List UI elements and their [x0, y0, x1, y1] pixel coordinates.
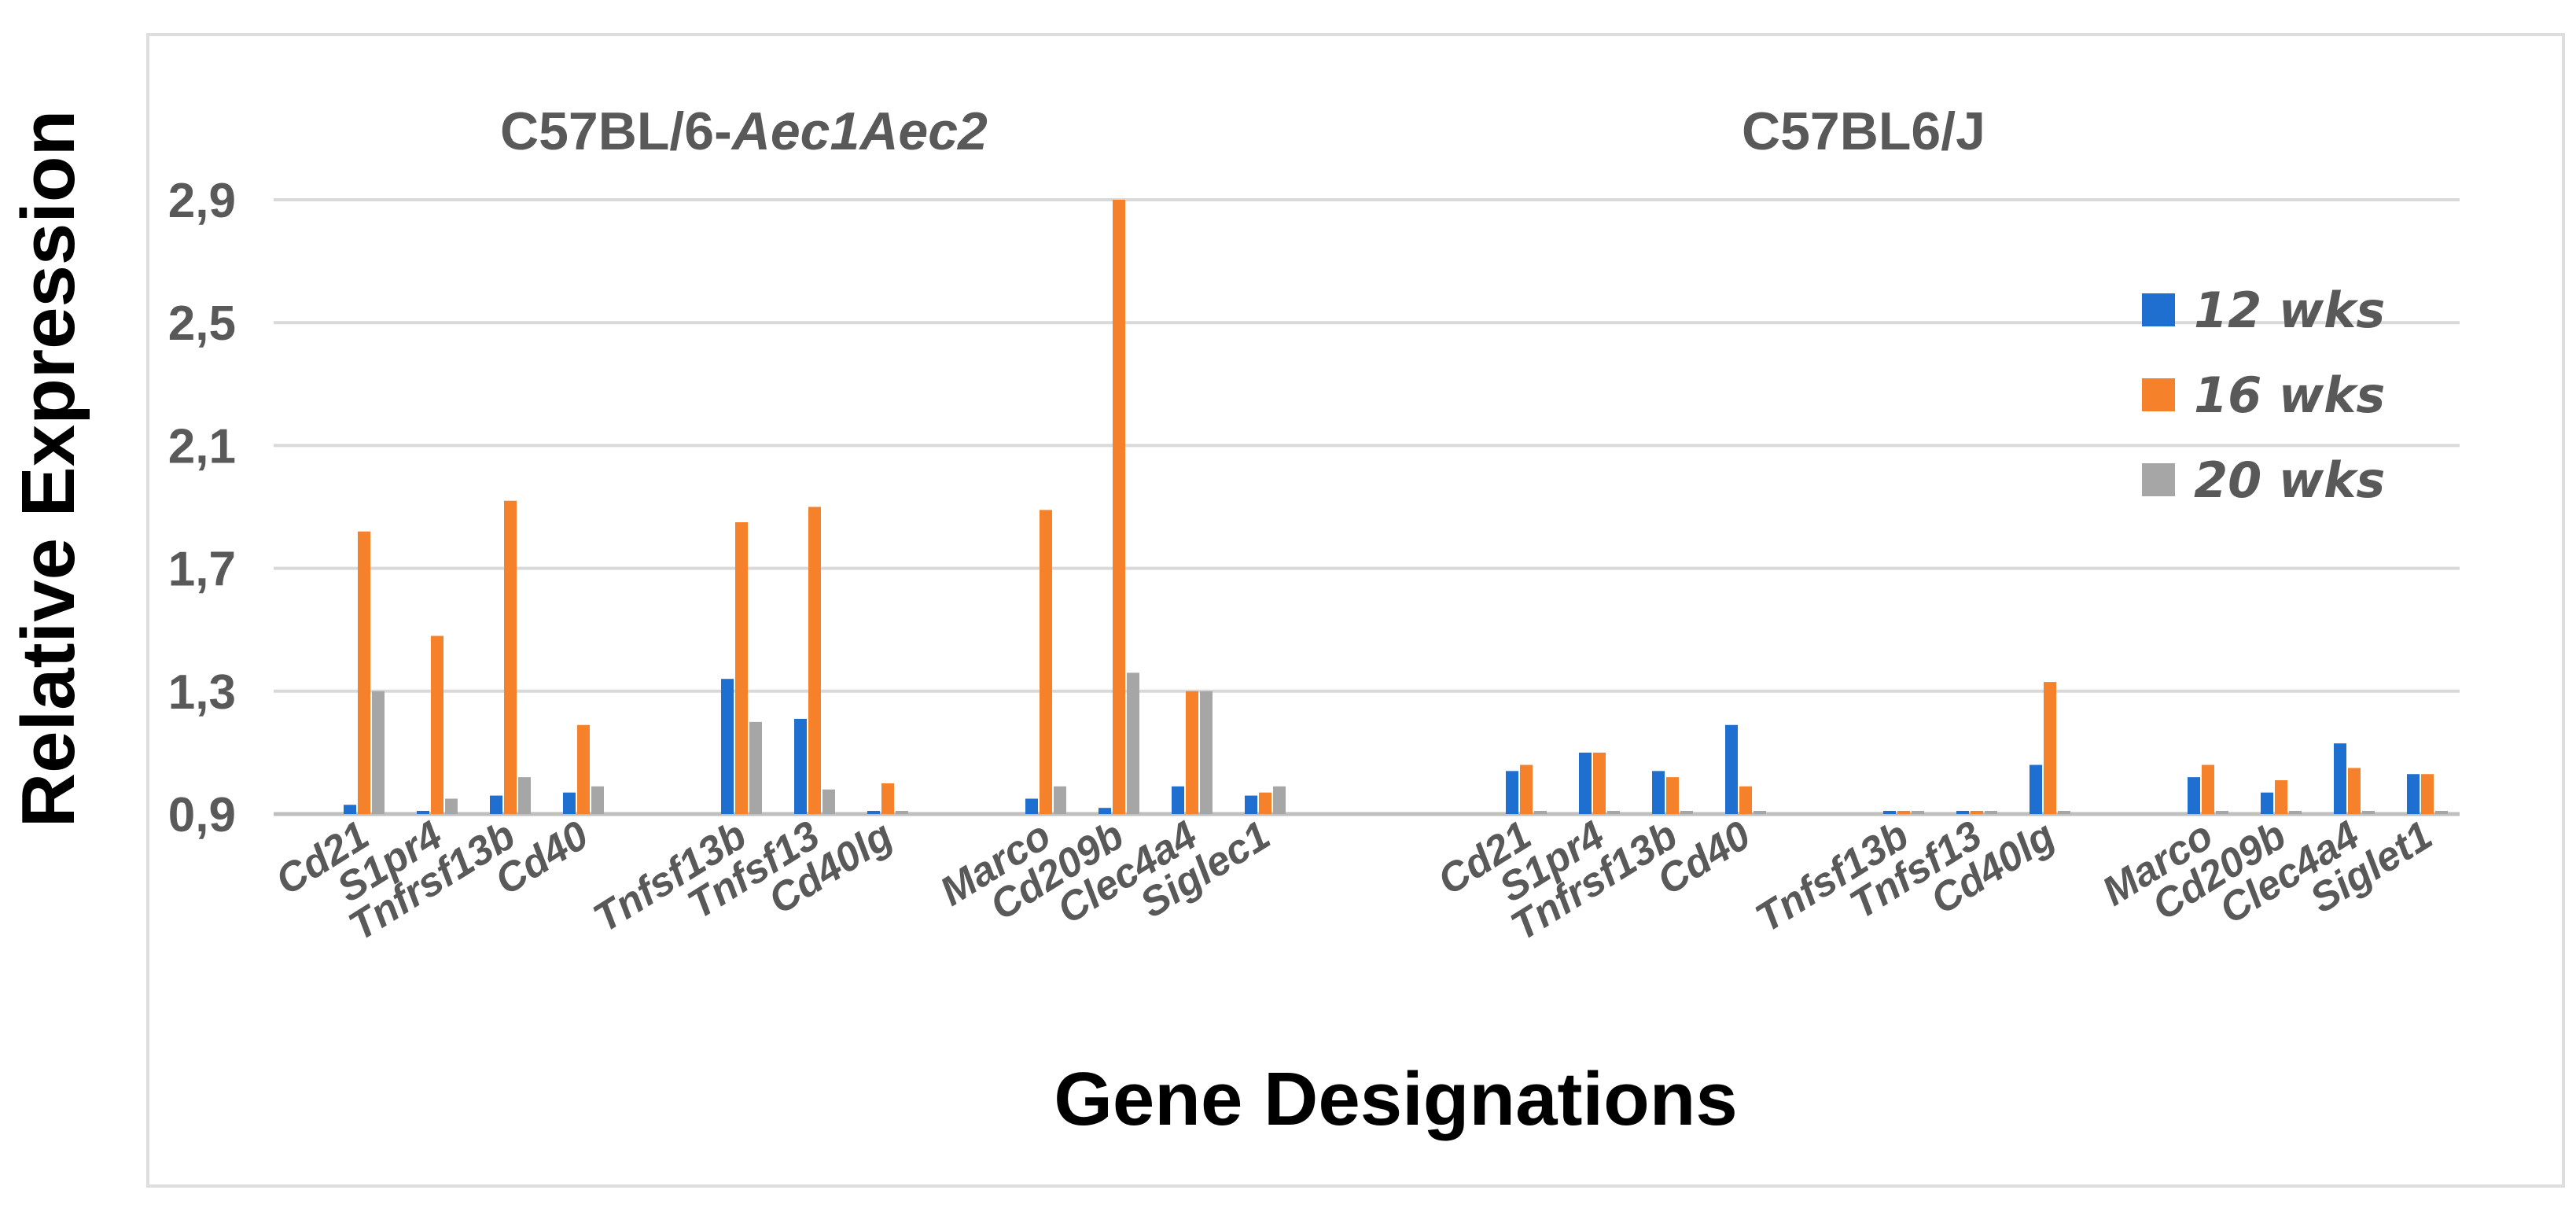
bar-cd40-20wks [1754, 811, 1766, 814]
bar-cd40lg-20wks [896, 811, 908, 814]
bar-marco-12wks [2188, 777, 2200, 814]
bar-marco-12wks [1025, 798, 1038, 814]
y-tick-label: 2,9 [168, 174, 236, 228]
bar-tnfsf13b-16wks [735, 522, 748, 814]
bar-tnfsf13-20wks [822, 789, 835, 814]
bar-siglet1-12wks [2407, 774, 2420, 814]
bar-cd21-20wks [372, 691, 385, 814]
bar-siglec1-16wks [1259, 792, 1271, 814]
bar-tnfsf13b-16wks [1897, 811, 1910, 814]
legend-item-20wks: 20 wks [2142, 437, 2385, 522]
bar-clec4a4-20wks [1200, 691, 1213, 814]
bar-clec4a4-20wks [2362, 811, 2375, 814]
y-tick-label: 2,1 [168, 419, 236, 473]
bar-cd40lg-16wks [2044, 682, 2056, 814]
bar-cd209b-12wks [1098, 808, 1111, 814]
bar-siglec1-20wks [1273, 786, 1286, 814]
legend-swatch-20wks [2142, 463, 2175, 496]
bar-cd40-16wks [1739, 786, 1752, 814]
legend-label-20wks: 20 wks [2194, 451, 2386, 509]
bar-marco-20wks [1054, 786, 1066, 814]
bar-marco-16wks [2202, 764, 2214, 814]
bar-cd21-16wks [358, 531, 370, 814]
bar-cd40-20wks [591, 786, 604, 814]
panel-title-left: C57BL/6-Aec1Aec2 [500, 101, 988, 162]
bar-tnfsf13b-20wks [1912, 811, 1924, 814]
bar-tnfsf13-12wks [1956, 811, 1969, 814]
bar-cd21-12wks [1506, 771, 1518, 814]
y-tick-label: 1,3 [168, 665, 236, 720]
legend-item-12wks: 12 wks [2142, 267, 2385, 352]
x-axis-label: Gene Designations [1054, 1057, 1738, 1141]
bar-tnfsf13b-12wks [1883, 811, 1896, 814]
bar-cd40lg-16wks [881, 783, 894, 814]
bar-tnfsf13-12wks [794, 718, 807, 814]
bar-s1pr4-12wks [1579, 752, 1592, 814]
legend-swatch-12wks [2142, 293, 2175, 326]
bar-clec4a4-16wks [1186, 691, 1198, 814]
bar-cd209b-20wks [1127, 672, 1139, 814]
bar-tnfsf13-16wks [808, 507, 821, 814]
bar-s1pr4-16wks [431, 635, 443, 814]
bar-tnfrsf13b-12wks [490, 795, 502, 814]
bar-cd40-16wks [577, 724, 590, 814]
panel-title-left-text: C57BL/6- [500, 101, 732, 161]
bar-siglet1-20wks [2435, 811, 2448, 814]
legend-label-16wks: 16 wks [2194, 366, 2386, 424]
legend-item-16wks: 16 wks [2142, 352, 2385, 437]
bar-cd209b-16wks [2275, 780, 2287, 814]
legend-label-12wks: 12 wks [2194, 281, 2386, 339]
bar-clec4a4-16wks [2348, 768, 2361, 814]
bar-tnfrsf13b-16wks [1666, 777, 1679, 814]
bar-tnfsf13-20wks [1985, 811, 1997, 814]
y-tick-label: 2,5 [168, 297, 236, 351]
bar-marco-20wks [2216, 811, 2228, 814]
bar-clec4a4-12wks [1172, 786, 1184, 814]
bar-cd40lg-12wks [867, 811, 880, 814]
bar-tnfsf13-16wks [1971, 811, 1983, 814]
bar-cd40-12wks [1725, 724, 1738, 814]
bar-tnfsf13b-12wks [721, 679, 734, 814]
bar-s1pr4-12wks [417, 811, 429, 814]
bar-cd209b-20wks [2289, 811, 2302, 814]
y-tick-label: 0,9 [168, 788, 236, 842]
bar-tnfrsf13b-12wks [1652, 771, 1665, 814]
bar-marco-16wks [1040, 510, 1052, 814]
bar-tnfrsf13b-20wks [1680, 811, 1693, 814]
panel-title-left-italic: Aec1Aec2 [731, 101, 988, 161]
bar-cd40-12wks [563, 792, 576, 814]
bar-clec4a4-12wks [2334, 743, 2346, 814]
bar-siglet1-16wks [2421, 774, 2434, 814]
y-tick-label: 1,7 [168, 543, 236, 597]
legend: 12 wks 16 wks 20 wks [2142, 267, 2385, 522]
chart-frame [146, 33, 2565, 1188]
bar-cd209b-16wks [1113, 200, 1125, 814]
bar-tnfrsf13b-16wks [504, 500, 517, 814]
bar-cd40lg-20wks [2058, 811, 2070, 814]
bar-s1pr4-20wks [1607, 811, 1620, 814]
legend-swatch-16wks [2142, 378, 2175, 411]
bar-cd21-16wks [1520, 764, 1533, 814]
bar-cd21-20wks [1534, 811, 1547, 814]
bar-cd209b-12wks [2261, 792, 2273, 814]
panel-title-right: C57BL6/J [1742, 101, 1985, 161]
bar-s1pr4-16wks [1593, 752, 1606, 814]
bar-cd40lg-12wks [2030, 764, 2042, 814]
bar-cd21-12wks [344, 805, 356, 814]
bar-s1pr4-20wks [445, 798, 458, 814]
bar-tnfsf13b-20wks [749, 721, 762, 814]
bar-siglec1-12wks [1245, 795, 1257, 814]
bar-tnfrsf13b-20wks [518, 777, 531, 814]
